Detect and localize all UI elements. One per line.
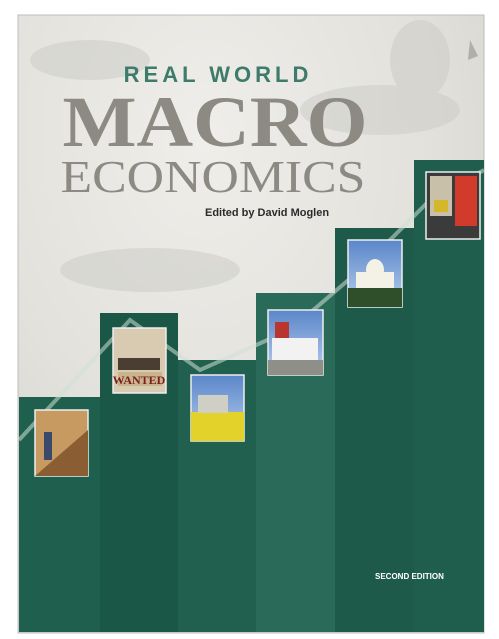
photo: [348, 240, 402, 307]
photo: [268, 310, 323, 375]
edition: SECOND EDITION: [375, 572, 444, 581]
photo: [35, 410, 88, 476]
title-top: MACRO: [63, 82, 368, 162]
photo: [426, 172, 480, 239]
photo-sign: WANTED: [113, 373, 166, 387]
book-cover: WANTED REAL WORLD MACRO ECONOMIC: [0, 0, 499, 639]
photo: [191, 375, 244, 441]
page: {"cover": {"series_title": "REAL WORLD",…: [0, 0, 499, 639]
photo: WANTED: [113, 328, 166, 393]
editor: Edited by David Moglen: [205, 207, 329, 219]
title-bottom: ECONOMICS: [61, 151, 366, 202]
